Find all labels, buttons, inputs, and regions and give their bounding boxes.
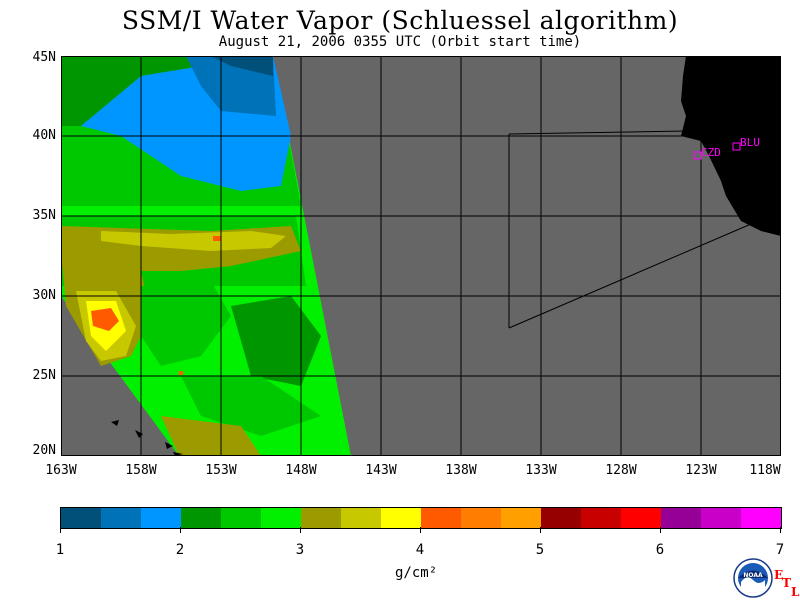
lat-label-40n: 40N	[32, 128, 56, 143]
colorbar-label-7: 7	[775, 542, 785, 558]
lat-label-25n: 25N	[32, 368, 56, 383]
lon-label-133w: 133W	[525, 463, 557, 478]
colorbar-swatch-3	[181, 508, 221, 528]
colorbar-unit: g/cm²	[395, 565, 438, 581]
map-subtitle: August 21, 2006 0355 UTC (Orbit start ti…	[218, 34, 582, 50]
colorbar-swatch-9	[421, 508, 461, 528]
lon-label-123w: 123W	[685, 463, 717, 478]
graticule	[61, 56, 781, 456]
colorbar-swatch-2	[141, 508, 181, 528]
west-coast-land	[681, 56, 781, 236]
lon-label-158w: 158W	[125, 463, 157, 478]
lon-label-118w: 118W	[749, 463, 781, 478]
lon-label-138w: 138W	[445, 463, 477, 478]
colorbar-label-4: 4	[415, 542, 425, 558]
lon-label-153w: 153W	[205, 463, 237, 478]
colorbar-swatch-6	[301, 508, 341, 528]
lat-label-20n: 20N	[32, 443, 56, 458]
colorbar-label-6: 6	[655, 542, 665, 558]
colorbar-swatch-15	[661, 508, 701, 528]
lon-label-163w: 163W	[45, 463, 77, 478]
station-czd-label: CZD	[701, 146, 721, 159]
noaa-logo-text: NOAA	[743, 572, 763, 579]
etl-letter-l: L	[791, 585, 800, 599]
lon-label-148w: 148W	[285, 463, 317, 478]
etl-letter-e: E	[774, 568, 784, 582]
colorbar-swatch-8	[381, 508, 421, 528]
colorbar-swatch-16	[701, 508, 741, 528]
lat-label-30n: 30N	[32, 288, 56, 303]
colorbar-swatch-5	[261, 508, 301, 528]
colorbar-swatch-17	[741, 508, 781, 528]
colorbar-swatch-4	[221, 508, 261, 528]
colorbar-swatch-14	[621, 508, 661, 528]
map-title: SSM/I Water Vapor (Schluessel algorithm)	[121, 6, 679, 35]
colorbar-swatch-12	[541, 508, 581, 528]
colorbar	[60, 507, 782, 529]
lat-label-35n: 35N	[32, 208, 56, 223]
stations: CZD BLU	[693, 136, 760, 160]
water-vapor-map: CZD BLU	[61, 56, 781, 456]
lon-label-143w: 143W	[365, 463, 397, 478]
etl-letter-t: T	[782, 576, 791, 590]
colorbar-swatch-0	[61, 508, 101, 528]
lat-label-45n: 45N	[32, 50, 56, 65]
noaa-logo: NOAA	[733, 558, 773, 598]
lon-label-128w: 128W	[605, 463, 637, 478]
station-blu-marker	[732, 142, 741, 151]
colorbar-label-1: 1	[55, 542, 65, 558]
station-czd-marker	[693, 151, 702, 160]
station-blu-label: BLU	[740, 136, 760, 149]
colorbar-swatch-7	[341, 508, 381, 528]
satellite-swath	[61, 56, 351, 456]
colorbar-label-2: 2	[175, 542, 185, 558]
colorbar-swatch-13	[581, 508, 621, 528]
colorbar-swatch-11	[501, 508, 541, 528]
colorbar-label-3: 3	[295, 542, 305, 558]
colorbar-swatch-1	[101, 508, 141, 528]
colorbar-swatch-10	[461, 508, 501, 528]
colorbar-label-5: 5	[535, 542, 545, 558]
